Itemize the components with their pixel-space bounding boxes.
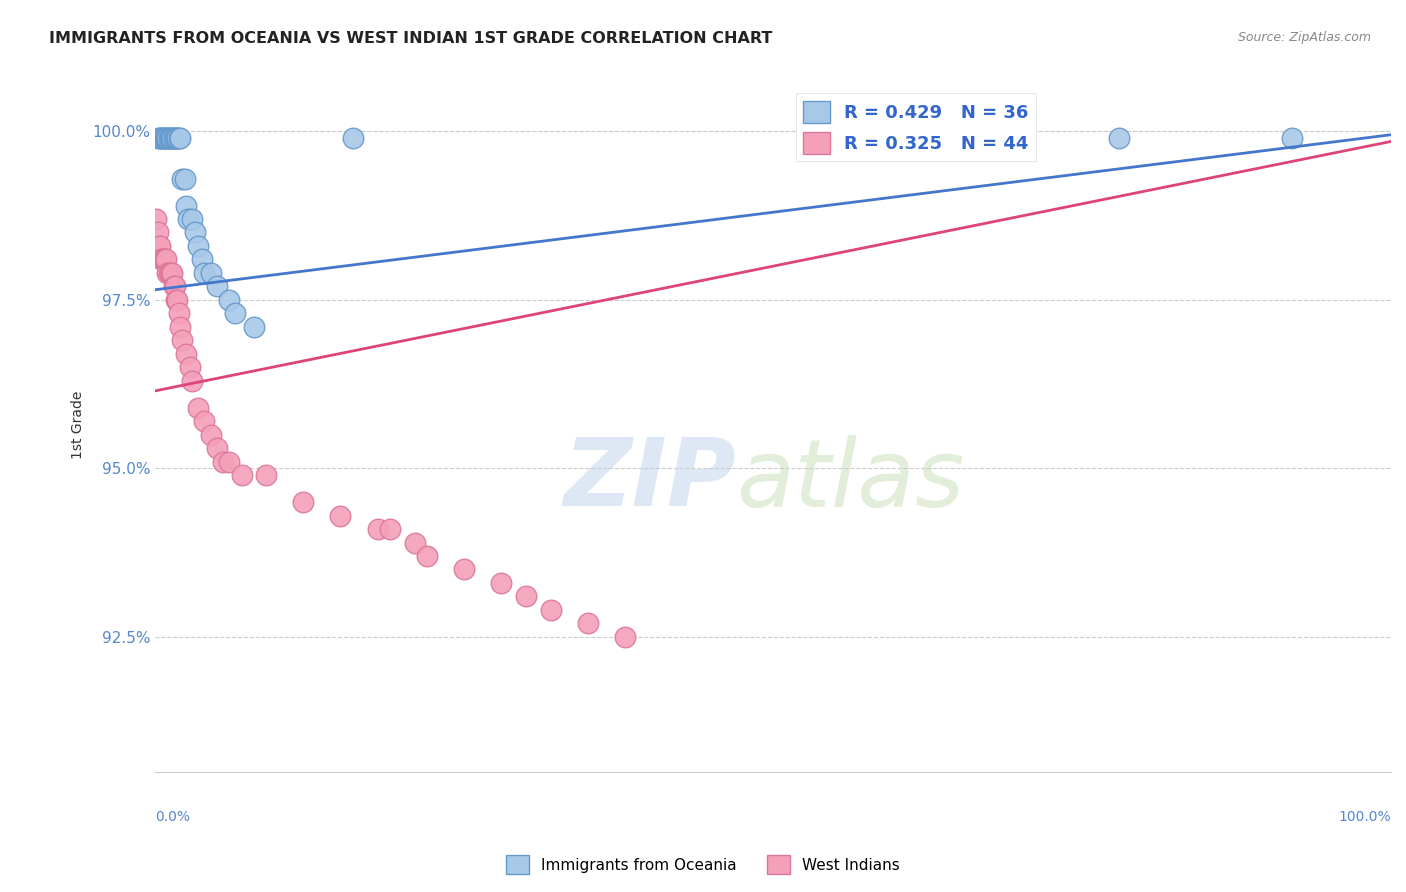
Point [172, 171, 194, 186]
Point [169, 319, 191, 334]
Point [165, 131, 187, 145]
Point [576, 616, 599, 631]
Point [167, 131, 190, 145]
Point [181, 374, 204, 388]
Point [824, 131, 846, 145]
Text: ZIP: ZIP [562, 434, 735, 526]
Point [152, 131, 174, 145]
Point [1281, 131, 1303, 145]
Text: 0.0%: 0.0% [155, 810, 190, 824]
Point [150, 252, 173, 267]
Point [515, 590, 537, 604]
Point [165, 293, 187, 307]
Point [166, 293, 188, 307]
Point [172, 334, 194, 348]
Point [1108, 131, 1130, 145]
Text: IMMIGRANTS FROM OCEANIA VS WEST INDIAN 1ST GRADE CORRELATION CHART: IMMIGRANTS FROM OCEANIA VS WEST INDIAN 1… [49, 31, 772, 46]
Point [155, 252, 177, 267]
Point [231, 468, 253, 483]
Point [181, 212, 204, 227]
Point [153, 252, 176, 267]
Point [174, 198, 197, 212]
Point [145, 212, 167, 227]
Point [453, 562, 475, 576]
Point [177, 212, 200, 227]
Text: Source: ZipAtlas.com: Source: ZipAtlas.com [1237, 31, 1371, 45]
Point [416, 549, 439, 563]
Point [166, 131, 188, 145]
Point [187, 401, 209, 415]
Point [183, 226, 205, 240]
Point [200, 266, 222, 280]
Point [157, 131, 180, 145]
Point [162, 131, 184, 145]
Point [156, 266, 179, 280]
Point [157, 266, 180, 280]
Point [163, 131, 186, 145]
Point [218, 455, 240, 469]
Point [162, 131, 184, 145]
Point [489, 576, 512, 591]
Point [254, 468, 277, 483]
Point [152, 131, 174, 145]
Point [342, 131, 364, 145]
Point [212, 455, 235, 469]
Point [152, 252, 174, 267]
Point [160, 266, 183, 280]
Point [174, 347, 197, 361]
Text: 100.0%: 100.0% [1339, 810, 1391, 824]
Legend: Immigrants from Oceania, West Indians: Immigrants from Oceania, West Indians [499, 849, 907, 880]
Point [153, 131, 176, 145]
Point [167, 306, 190, 320]
Point [146, 226, 169, 240]
Point [163, 279, 186, 293]
Legend: R = 0.429   N = 36, R = 0.325   N = 44: R = 0.429 N = 36, R = 0.325 N = 44 [796, 94, 1036, 161]
Point [150, 131, 173, 145]
Point [205, 441, 228, 455]
Point [329, 508, 352, 523]
Point [146, 131, 169, 145]
Point [179, 360, 201, 375]
Text: atlas: atlas [735, 434, 965, 525]
Point [613, 630, 636, 644]
Point [292, 495, 315, 509]
Point [218, 293, 240, 307]
Point [404, 535, 426, 549]
Point [193, 266, 215, 280]
Point [540, 603, 562, 617]
Point [205, 279, 228, 293]
Point [224, 306, 246, 320]
Point [378, 522, 401, 536]
Point [187, 239, 209, 253]
Point [155, 131, 177, 145]
Point [159, 266, 181, 280]
Point [193, 414, 215, 428]
Y-axis label: 1st Grade: 1st Grade [72, 391, 86, 458]
Point [200, 427, 222, 442]
Point [169, 131, 191, 145]
Point [159, 131, 181, 145]
Point [160, 131, 183, 145]
Point [243, 319, 266, 334]
Point [162, 279, 184, 293]
Point [173, 171, 195, 186]
Point [149, 131, 172, 145]
Point [148, 239, 170, 253]
Point [191, 252, 214, 267]
Point [152, 252, 174, 267]
Point [162, 266, 184, 280]
Point [367, 522, 389, 536]
Point [156, 131, 179, 145]
Point [149, 239, 172, 253]
